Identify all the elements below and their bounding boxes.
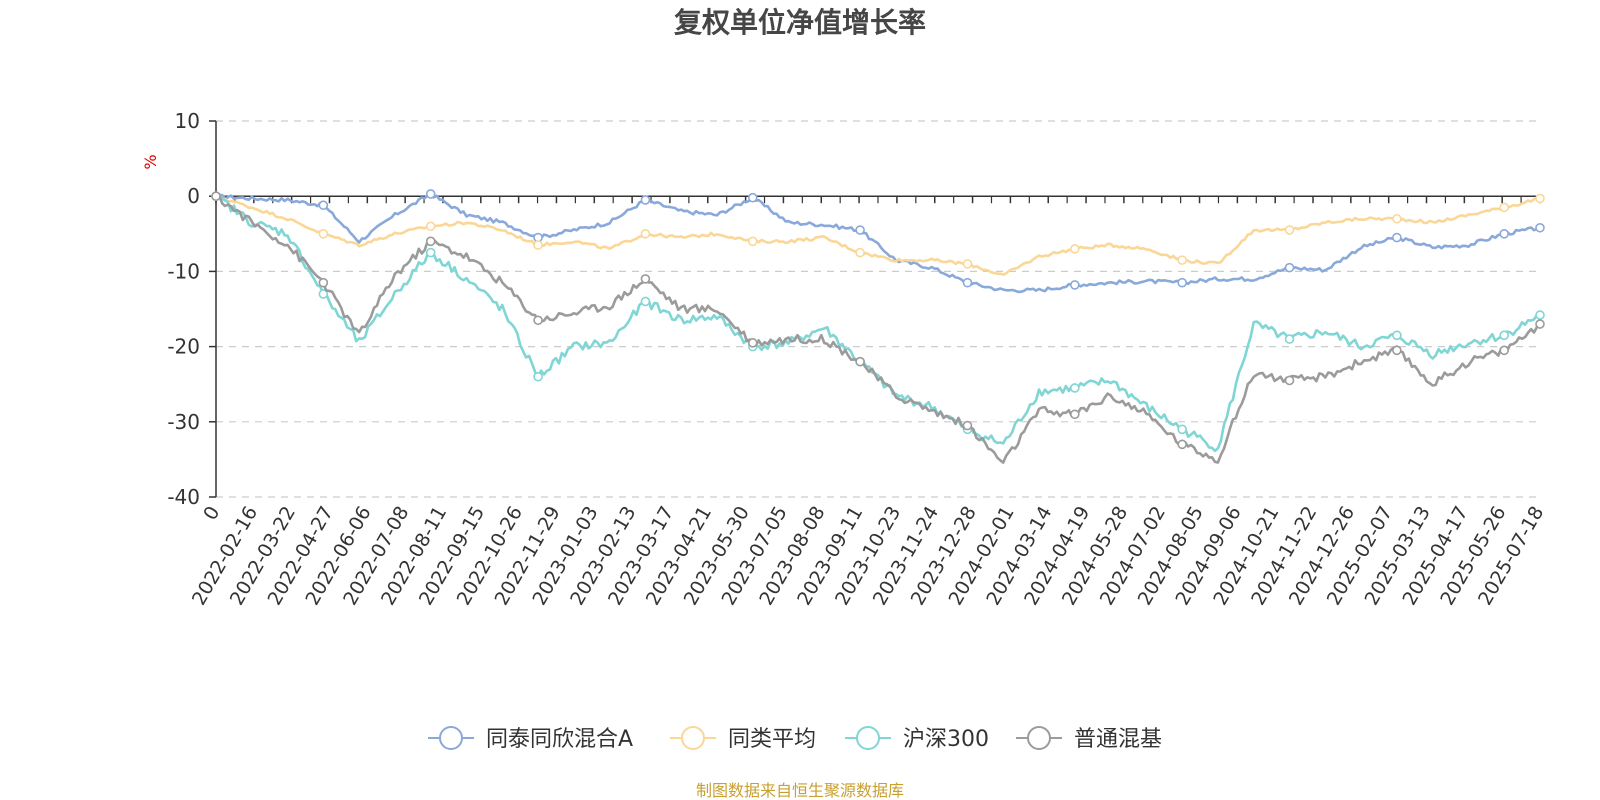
series-lines bbox=[211, 189, 1545, 464]
legend-item[interactable]: 普通混基 bbox=[1016, 726, 1162, 752]
data-point bbox=[1070, 244, 1080, 254]
data-point bbox=[211, 191, 221, 201]
data-point bbox=[1070, 383, 1080, 393]
data-point bbox=[1499, 345, 1510, 356]
data-source-note: 制图数据来自恒生聚源数据库 bbox=[696, 781, 904, 800]
data-point bbox=[1392, 213, 1402, 224]
data-point bbox=[1392, 232, 1402, 243]
data-point bbox=[1499, 229, 1510, 239]
data-point bbox=[1284, 262, 1295, 273]
legend-label: 普通混基 bbox=[1074, 727, 1162, 752]
data-point bbox=[1177, 255, 1187, 265]
legend-label: 同泰同欣混合A bbox=[486, 727, 633, 752]
data-point bbox=[855, 356, 865, 367]
legend-item[interactable]: 同泰同欣混合A bbox=[428, 726, 633, 752]
y-tick-label: -30 bbox=[167, 410, 200, 434]
data-point bbox=[855, 247, 865, 258]
data-point bbox=[747, 236, 758, 247]
data-point bbox=[318, 289, 329, 299]
data-point bbox=[1284, 225, 1295, 235]
grid bbox=[216, 120, 1540, 498]
y-axis: 10 0 -10 -20 -30 -40 bbox=[167, 109, 217, 509]
data-point bbox=[1284, 334, 1295, 344]
chart-title: 复权单位净值增长率 bbox=[674, 6, 926, 39]
y-axis-unit: % bbox=[141, 154, 160, 169]
y-tick-label: -40 bbox=[167, 485, 200, 509]
data-point bbox=[962, 277, 973, 288]
data-point bbox=[318, 229, 329, 239]
y-tick-label: 0 bbox=[187, 184, 200, 208]
legend-item[interactable]: 沪深300 bbox=[845, 726, 989, 752]
y-tick-label: -20 bbox=[167, 335, 200, 359]
legend-marker-icon bbox=[681, 726, 705, 750]
data-point bbox=[1070, 280, 1080, 290]
data-point bbox=[533, 315, 543, 326]
legend-marker-icon bbox=[439, 726, 463, 750]
data-point bbox=[1284, 375, 1295, 386]
data-point bbox=[1070, 409, 1080, 420]
legend-label: 沪深300 bbox=[903, 727, 989, 752]
series-line bbox=[214, 193, 1542, 294]
data-point bbox=[962, 259, 973, 269]
data-point bbox=[1535, 319, 1545, 329]
data-point bbox=[640, 296, 651, 307]
legend[interactable]: 同泰同欣混合A 同类平均 沪深300 普通混基 bbox=[428, 726, 1162, 752]
data-point bbox=[1535, 222, 1545, 233]
y-tick-label: -10 bbox=[167, 259, 200, 283]
x-tick-label: 0 bbox=[199, 503, 224, 524]
data-point bbox=[425, 189, 436, 199]
data-point bbox=[855, 225, 865, 235]
data-point bbox=[640, 274, 651, 284]
data-point bbox=[747, 192, 758, 203]
series-line bbox=[214, 194, 1542, 277]
data-point bbox=[318, 200, 329, 211]
data-point bbox=[1392, 345, 1402, 356]
series-line bbox=[214, 193, 1542, 464]
data-point bbox=[640, 195, 651, 205]
data-point bbox=[1177, 424, 1187, 435]
legend-item[interactable]: 同类平均 bbox=[670, 726, 816, 752]
data-point bbox=[533, 371, 543, 382]
legend-marker-icon bbox=[856, 726, 880, 750]
data-point bbox=[1177, 277, 1187, 288]
data-point bbox=[1499, 202, 1510, 213]
data-point bbox=[425, 236, 436, 247]
data-point bbox=[1499, 330, 1510, 341]
y-tick-label: 10 bbox=[175, 109, 200, 133]
data-point bbox=[533, 240, 543, 250]
data-point bbox=[1535, 193, 1545, 204]
series-line bbox=[214, 193, 1542, 453]
data-point bbox=[1535, 310, 1545, 320]
data-point bbox=[425, 247, 436, 258]
data-point bbox=[747, 338, 758, 348]
data-point bbox=[1177, 439, 1187, 450]
data-point bbox=[640, 229, 651, 239]
data-point bbox=[1392, 330, 1402, 341]
data-point bbox=[425, 221, 436, 232]
data-point bbox=[962, 420, 973, 431]
data-point bbox=[318, 277, 329, 288]
legend-marker-icon bbox=[1027, 726, 1051, 750]
legend-label: 同类平均 bbox=[728, 727, 816, 752]
